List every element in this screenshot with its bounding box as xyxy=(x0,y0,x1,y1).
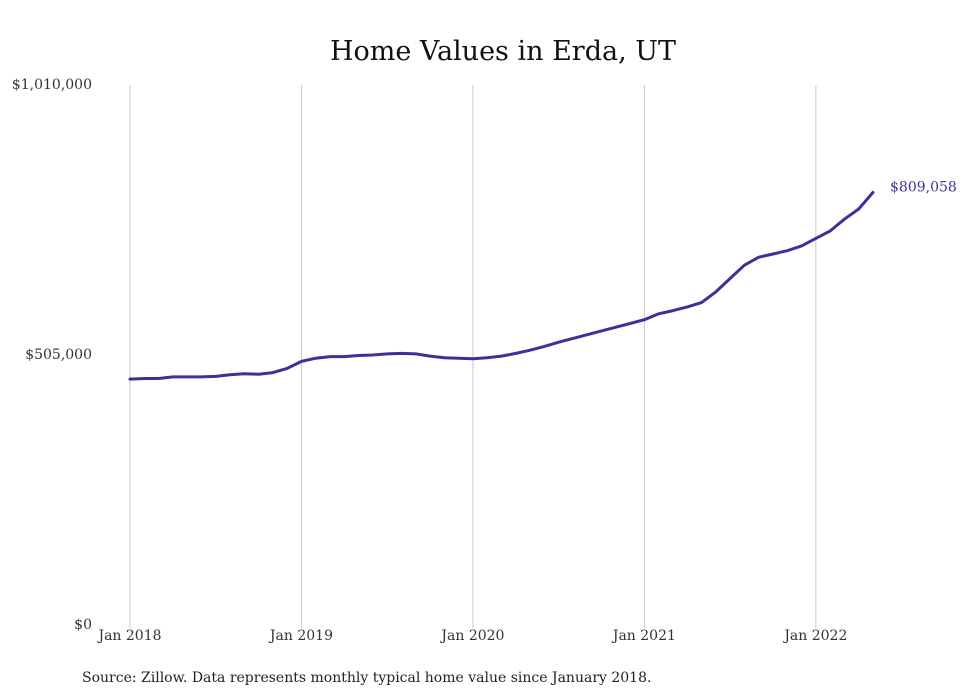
chart-title: Home Values in Erda, UT xyxy=(330,36,676,67)
y-axis: $0 $505,000 $1,010,000 xyxy=(12,77,92,633)
x-tick-label: Jan 2018 xyxy=(96,628,161,644)
y-tick-label: $505,000 xyxy=(25,347,92,363)
y-tick-label: $1,010,000 xyxy=(12,77,92,93)
x-tick-label: Jan 2021 xyxy=(611,628,676,644)
annotations: $809,058 xyxy=(890,179,957,195)
series-line-0 xyxy=(128,190,875,381)
x-axis: Jan 2018 Jan 2019 Jan 2020 Jan 2021 Jan 2022 xyxy=(96,628,847,644)
y-tick-label: $0 xyxy=(74,617,92,633)
gridlines xyxy=(129,85,817,628)
source-note: Source: Zillow. Data represents monthly … xyxy=(82,670,651,686)
series-layer xyxy=(128,190,875,381)
x-tick-label: Jan 2019 xyxy=(268,628,333,644)
x-tick-label: Jan 2022 xyxy=(782,628,847,644)
end-value-label: $809,058 xyxy=(890,179,957,195)
x-tick-label: Jan 2020 xyxy=(439,628,504,644)
